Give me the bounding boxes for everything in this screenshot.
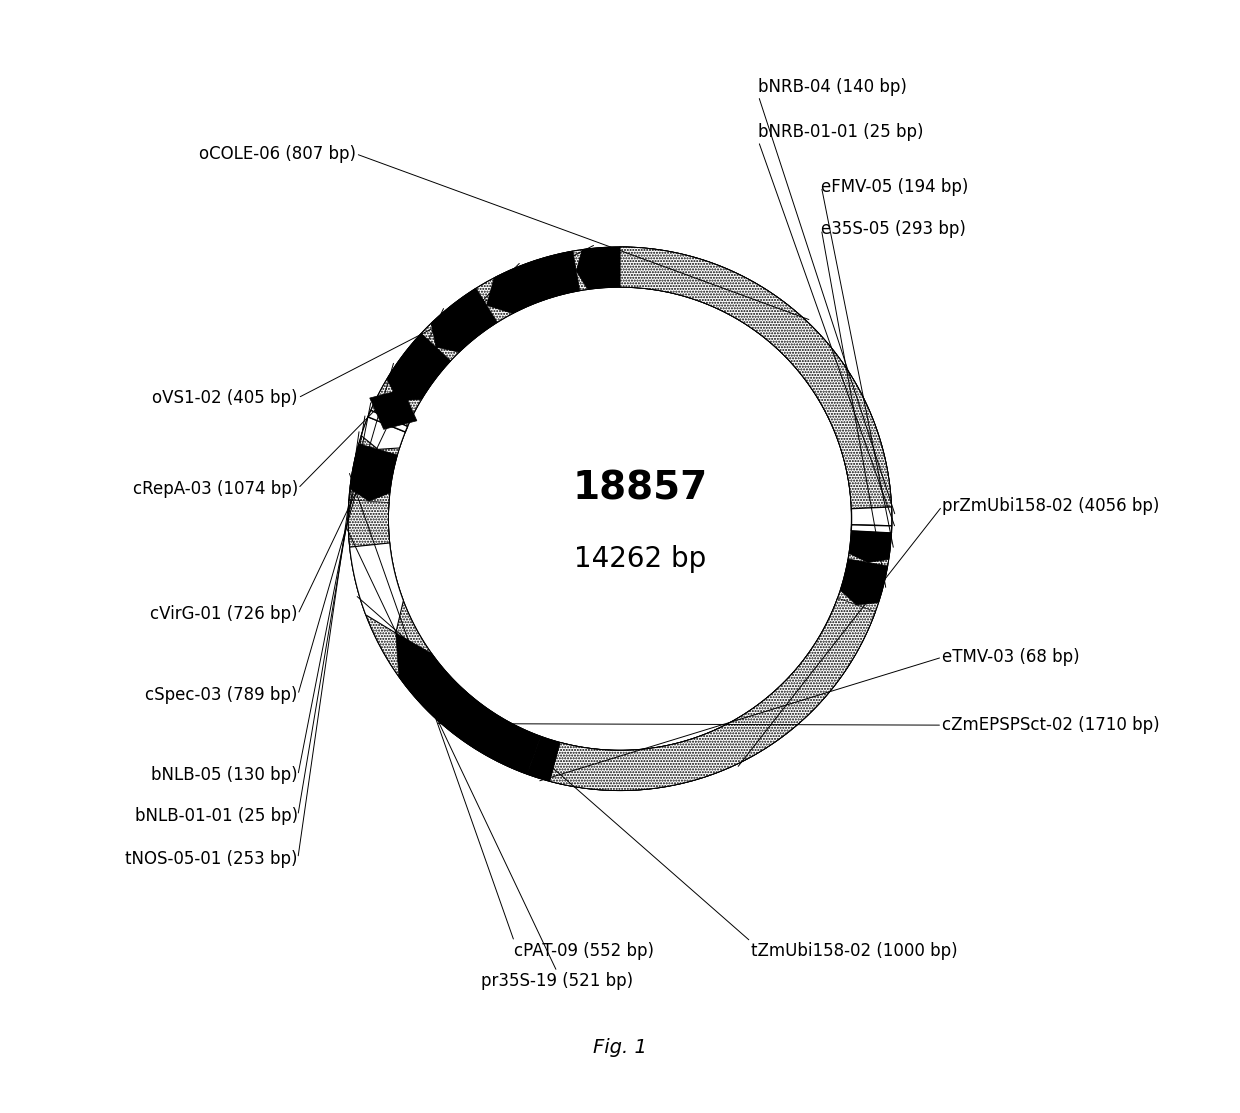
Polygon shape	[849, 531, 892, 562]
Text: e35S-05 (293 bp): e35S-05 (293 bp)	[821, 220, 966, 238]
Text: tNOS-05-01 (253 bp): tNOS-05-01 (253 bp)	[125, 849, 298, 867]
Text: eTMV-03 (68 bp): eTMV-03 (68 bp)	[942, 648, 1080, 667]
Polygon shape	[370, 390, 417, 430]
Text: cPAT-09 (552 bp): cPAT-09 (552 bp)	[515, 942, 655, 959]
Polygon shape	[851, 525, 892, 533]
Polygon shape	[396, 633, 541, 775]
Polygon shape	[361, 417, 405, 450]
Text: bNRB-04 (140 bp): bNRB-04 (140 bp)	[759, 78, 908, 96]
Text: Fig. 1: Fig. 1	[593, 1037, 647, 1057]
Polygon shape	[350, 543, 403, 633]
Text: eFMV-05 (194 bp): eFMV-05 (194 bp)	[821, 177, 968, 196]
Polygon shape	[387, 334, 450, 401]
Text: tZmUbi158-02 (1000 bp): tZmUbi158-02 (1000 bp)	[751, 942, 957, 959]
Polygon shape	[577, 247, 620, 289]
Text: cVirG-01 (726 bp): cVirG-01 (726 bp)	[150, 605, 298, 623]
Text: bNRB-01-01 (25 bp): bNRB-01-01 (25 bp)	[759, 124, 924, 141]
Wedge shape	[348, 247, 892, 790]
Text: cZmEPSPSct-02 (1710 bp): cZmEPSPSct-02 (1710 bp)	[942, 716, 1159, 735]
Polygon shape	[350, 444, 397, 501]
Polygon shape	[852, 506, 892, 525]
Polygon shape	[620, 247, 892, 509]
Polygon shape	[549, 598, 875, 790]
Text: 18857: 18857	[573, 470, 708, 508]
Text: bNLB-05 (130 bp): bNLB-05 (130 bp)	[151, 767, 298, 785]
Text: cSpec-03 (789 bp): cSpec-03 (789 bp)	[145, 686, 298, 703]
Polygon shape	[841, 559, 888, 604]
Text: oVS1-02 (405 bp): oVS1-02 (405 bp)	[153, 388, 298, 407]
Polygon shape	[432, 288, 497, 352]
Text: pr35S-19 (521 bp): pr35S-19 (521 bp)	[481, 972, 634, 989]
Polygon shape	[348, 500, 389, 548]
Text: 14262 bp: 14262 bp	[574, 545, 707, 573]
Polygon shape	[486, 252, 580, 314]
Text: bNLB-01-01 (25 bp): bNLB-01-01 (25 bp)	[135, 807, 298, 825]
Text: cRepA-03 (1074 bp): cRepA-03 (1074 bp)	[133, 480, 298, 498]
Text: prZmUbi158-02 (4056 bp): prZmUbi158-02 (4056 bp)	[942, 498, 1159, 515]
Polygon shape	[368, 411, 408, 432]
Text: oCOLE-06 (807 bp): oCOLE-06 (807 bp)	[198, 145, 356, 162]
Polygon shape	[527, 737, 560, 781]
